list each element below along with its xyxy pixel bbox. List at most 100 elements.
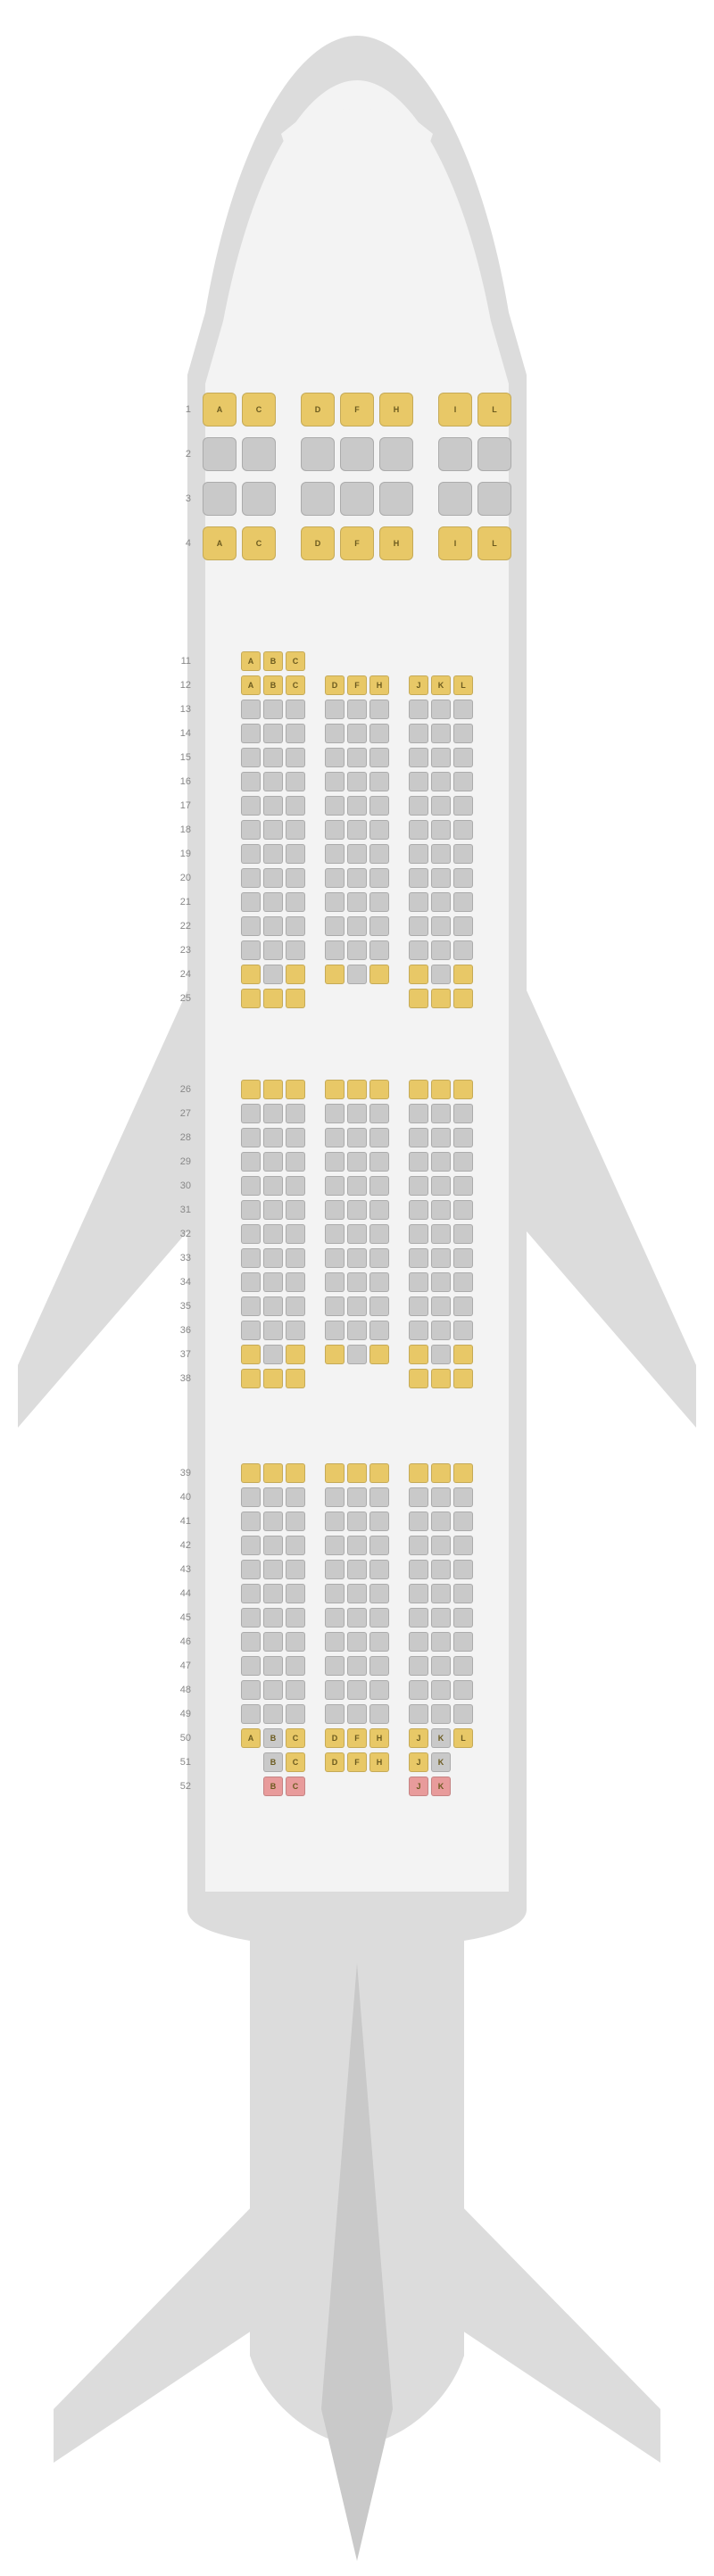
seat[interactable] <box>453 1512 473 1531</box>
seat[interactable] <box>347 1487 367 1507</box>
seat[interactable] <box>409 1224 428 1244</box>
seat[interactable]: B <box>263 1752 283 1772</box>
seat[interactable] <box>325 1248 345 1268</box>
seat[interactable] <box>301 482 335 516</box>
seat[interactable] <box>453 1345 473 1364</box>
seat[interactable]: H <box>379 526 413 560</box>
seat[interactable] <box>453 1632 473 1652</box>
seat[interactable] <box>431 1560 451 1579</box>
seat[interactable] <box>263 1200 283 1220</box>
seat[interactable] <box>453 1248 473 1268</box>
seat[interactable]: A <box>241 675 261 695</box>
seat[interactable] <box>431 1176 451 1196</box>
seat[interactable] <box>347 1152 367 1172</box>
seat[interactable] <box>241 989 261 1008</box>
seat[interactable] <box>263 1176 283 1196</box>
seat[interactable] <box>241 1704 261 1724</box>
seat[interactable] <box>431 1680 451 1700</box>
seat[interactable] <box>409 844 428 864</box>
seat[interactable] <box>241 772 261 791</box>
seat[interactable] <box>369 820 389 840</box>
seat[interactable]: J <box>409 1728 428 1748</box>
seat[interactable] <box>325 1632 345 1652</box>
seat[interactable] <box>286 1345 305 1364</box>
seat[interactable] <box>453 1680 473 1700</box>
seat[interactable] <box>431 724 451 743</box>
seat[interactable] <box>347 868 367 888</box>
seat[interactable] <box>369 724 389 743</box>
seat[interactable] <box>263 916 283 936</box>
seat[interactable] <box>453 1656 473 1676</box>
seat[interactable] <box>453 724 473 743</box>
seat[interactable] <box>286 700 305 719</box>
seat[interactable] <box>453 940 473 960</box>
seat[interactable] <box>203 437 237 471</box>
seat[interactable] <box>241 1248 261 1268</box>
seat[interactable]: H <box>379 393 413 427</box>
seat[interactable] <box>347 820 367 840</box>
seat[interactable] <box>409 724 428 743</box>
seat[interactable]: K <box>431 675 451 695</box>
seat[interactable]: L <box>477 393 511 427</box>
seat[interactable] <box>241 916 261 936</box>
seat[interactable] <box>286 1128 305 1147</box>
seat[interactable]: H <box>369 675 389 695</box>
seat[interactable]: H <box>369 1728 389 1748</box>
seat[interactable] <box>241 1296 261 1316</box>
seat[interactable]: C <box>286 675 305 695</box>
seat[interactable] <box>325 844 345 864</box>
seat[interactable] <box>409 1560 428 1579</box>
seat[interactable] <box>431 700 451 719</box>
seat[interactable] <box>241 844 261 864</box>
seat[interactable] <box>241 724 261 743</box>
seat[interactable] <box>453 1128 473 1147</box>
seat[interactable]: K <box>431 1777 451 1796</box>
seat[interactable] <box>431 1512 451 1531</box>
seat[interactable] <box>286 1487 305 1507</box>
seat[interactable]: J <box>409 1777 428 1796</box>
seat[interactable] <box>409 1680 428 1700</box>
seat[interactable] <box>453 1296 473 1316</box>
seat[interactable] <box>431 989 451 1008</box>
seat[interactable] <box>347 1272 367 1292</box>
seat[interactable] <box>431 892 451 912</box>
seat[interactable] <box>409 1176 428 1196</box>
seat[interactable] <box>263 844 283 864</box>
seat[interactable] <box>369 1487 389 1507</box>
seat[interactable] <box>453 1463 473 1483</box>
seat[interactable] <box>431 1704 451 1724</box>
seat[interactable] <box>286 1369 305 1388</box>
seat[interactable] <box>286 1224 305 1244</box>
seat[interactable] <box>340 482 374 516</box>
seat[interactable] <box>369 1536 389 1555</box>
seat[interactable] <box>241 748 261 767</box>
seat[interactable] <box>347 1463 367 1483</box>
seat[interactable] <box>369 1248 389 1268</box>
seat[interactable] <box>409 1632 428 1652</box>
seat[interactable] <box>409 1248 428 1268</box>
seat[interactable] <box>477 437 511 471</box>
seat[interactable] <box>453 1487 473 1507</box>
seat[interactable] <box>409 868 428 888</box>
seat[interactable] <box>263 1152 283 1172</box>
seat[interactable] <box>431 1536 451 1555</box>
seat[interactable] <box>453 1369 473 1388</box>
seat[interactable] <box>241 868 261 888</box>
seat[interactable]: A <box>203 393 237 427</box>
seat[interactable]: D <box>301 393 335 427</box>
seat[interactable] <box>241 1345 261 1364</box>
seat[interactable] <box>369 772 389 791</box>
seat[interactable] <box>263 1656 283 1676</box>
seat[interactable] <box>325 1296 345 1316</box>
seat[interactable] <box>347 1512 367 1531</box>
seat[interactable] <box>369 748 389 767</box>
seat[interactable] <box>203 482 237 516</box>
seat[interactable] <box>431 1463 451 1483</box>
seat[interactable] <box>286 1176 305 1196</box>
seat[interactable] <box>263 940 283 960</box>
seat[interactable] <box>286 1704 305 1724</box>
seat[interactable] <box>325 892 345 912</box>
seat[interactable] <box>263 1080 283 1099</box>
seat[interactable]: A <box>241 651 261 671</box>
seat[interactable] <box>263 1248 283 1268</box>
